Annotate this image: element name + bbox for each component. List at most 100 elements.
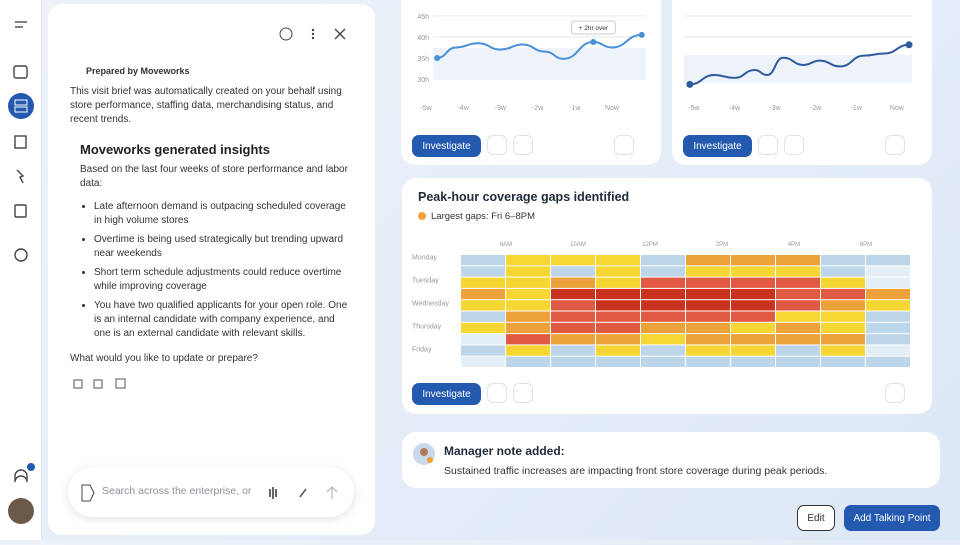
- investigate-button[interactable]: Investigate: [412, 383, 481, 405]
- heat-cell: [506, 345, 550, 356]
- heat-cell: [686, 288, 730, 300]
- heat-cell: [641, 300, 685, 311]
- thumbs-down[interactable]: [513, 135, 533, 155]
- heat-cell: [461, 255, 505, 266]
- col-label: 10AM: [570, 242, 586, 248]
- heat-cell: [776, 356, 820, 367]
- heat-cell: [596, 300, 640, 311]
- heat-cell: [461, 334, 505, 345]
- heat-cell: [686, 255, 730, 266]
- heat-cell: [686, 356, 730, 367]
- open-external[interactable]: [614, 135, 634, 155]
- heat-cell: [596, 277, 640, 288]
- heat-cell: [731, 300, 775, 311]
- open-external[interactable]: [885, 135, 905, 155]
- heat-cell: [866, 345, 910, 356]
- heatmap: Peak-hour coverage gaps identified Larges…: [412, 190, 910, 367]
- chat-panel: Prepared by Moveworks This visit brief w…: [48, 4, 375, 535]
- point: [434, 55, 441, 61]
- heat-cell: [641, 311, 685, 322]
- heat-cell: [686, 334, 730, 345]
- line-series: [689, 43, 910, 86]
- heat-cell: [686, 322, 730, 334]
- heat-cell: [461, 300, 505, 311]
- x-tick-label: -1w: [851, 105, 863, 112]
- heat-cell: [731, 288, 775, 300]
- heat-cell: [551, 322, 595, 334]
- bullet: Short term schedule adjustments could re…: [94, 266, 348, 294]
- heat-cell: [551, 277, 595, 288]
- heat-cell: [821, 266, 865, 277]
- heat-cell: [776, 288, 820, 300]
- row-label: Friday: [412, 347, 432, 354]
- point: [905, 41, 913, 49]
- heat-cell: [461, 356, 505, 367]
- heat-cell: [551, 300, 595, 311]
- heat-cell: [641, 322, 685, 334]
- heat-cell: [866, 356, 910, 367]
- panel-tools: [279, 27, 346, 41]
- heat-cell: [461, 322, 505, 334]
- heat-cell: [821, 356, 865, 367]
- heat-cell: [641, 345, 685, 356]
- heat-cell: [506, 288, 550, 300]
- bullet: Overtime is being used strategically but…: [94, 233, 348, 261]
- heat-cell: [641, 356, 685, 367]
- thumbs-up[interactable]: [758, 135, 778, 155]
- thumbs-up[interactable]: [487, 135, 507, 155]
- sidebar-icons: [8, 21, 35, 524]
- point: [638, 31, 645, 38]
- question: What would you like to update or prepare…: [70, 353, 258, 364]
- insights-lead: Based on the last four weeks of store pe…: [80, 164, 348, 189]
- heat-cell: [596, 322, 640, 334]
- row-label: Thursday: [412, 324, 442, 331]
- feedback-icons[interactable]: [72, 376, 132, 392]
- heat-cell: [506, 266, 550, 277]
- note-title: Manager note added:: [444, 444, 565, 458]
- insights-heading: Moveworks generated insights: [80, 142, 270, 157]
- col-label: 6PM: [860, 242, 872, 248]
- y-tick-label: 30h: [417, 77, 429, 84]
- heat-cell: [866, 334, 910, 345]
- heat-cell: [776, 255, 820, 266]
- heat-cell: [551, 345, 595, 356]
- heat-cell: [461, 266, 505, 277]
- search-placeholder: Search across the enterprise, or: [102, 485, 252, 497]
- heat-cell: [596, 311, 640, 322]
- heat-cell: [506, 322, 550, 334]
- line-chart: -5w -4w -3w -2w -1w Now: [684, 15, 913, 112]
- search-box[interactable]: Search across the enterprise, or: [68, 467, 354, 517]
- heat-cell: [776, 311, 820, 322]
- x-tick-label: -3w: [495, 105, 507, 112]
- thumbs-down[interactable]: [513, 383, 533, 403]
- heat-cell: [506, 311, 550, 322]
- avatar: [413, 443, 435, 465]
- x-tick-label: -2w: [532, 105, 544, 112]
- open-external[interactable]: [885, 383, 905, 403]
- add-talking-point-button[interactable]: Add Talking Point: [844, 505, 940, 531]
- heat-cell: [776, 277, 820, 288]
- heat-cell: [776, 266, 820, 277]
- heat-cell: [551, 311, 595, 322]
- heat-cell: [866, 288, 910, 300]
- heat-cell: [866, 266, 910, 277]
- thumbs-down[interactable]: [784, 135, 804, 155]
- heat-cell: [551, 288, 595, 300]
- thumbs-up[interactable]: [487, 383, 507, 403]
- plot-band: [684, 55, 912, 83]
- point: [590, 39, 597, 45]
- heat-cell: [731, 277, 775, 288]
- edit-button[interactable]: Edit: [797, 505, 835, 531]
- heat-cell: [776, 345, 820, 356]
- heat-cell: [866, 311, 910, 322]
- x-tick-label: -3w: [769, 105, 781, 112]
- heat-cell: [776, 300, 820, 311]
- y-tick-label: 40h: [417, 35, 429, 42]
- heat-cell: [866, 322, 910, 334]
- search-icons: [81, 484, 338, 502]
- investigate-button[interactable]: Investigate: [412, 135, 481, 157]
- heat-cell: [731, 345, 775, 356]
- heat-cell: [731, 266, 775, 277]
- plot-band: [433, 48, 646, 79]
- investigate-button[interactable]: Investigate: [683, 135, 752, 157]
